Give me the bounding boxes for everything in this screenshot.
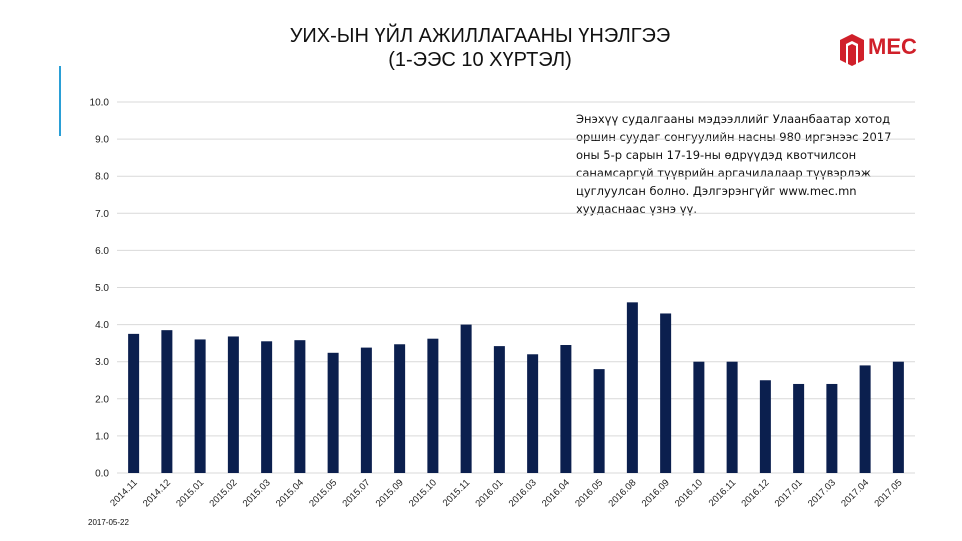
y-tick-label: 4.0 bbox=[95, 320, 109, 331]
x-tick-label: 2017.05 bbox=[872, 477, 904, 509]
bar-2016.08 bbox=[626, 302, 638, 473]
x-tick-label: 2016.05 bbox=[573, 477, 605, 509]
y-tick-label: 3.0 bbox=[95, 357, 109, 368]
x-tick-label: 2015.10 bbox=[407, 477, 439, 509]
bar-2015.11 bbox=[460, 324, 472, 473]
y-tick-label: 1.0 bbox=[95, 431, 109, 442]
x-tick-label: 2016.01 bbox=[473, 477, 505, 509]
y-tick-label: 9.0 bbox=[95, 135, 109, 146]
bar-2016.09 bbox=[660, 313, 672, 473]
y-tick-label: 8.0 bbox=[95, 172, 109, 183]
x-tick-label: 2015.03 bbox=[241, 477, 273, 509]
x-tick-label: 2017.01 bbox=[773, 477, 805, 509]
y-tick-label: 5.0 bbox=[95, 283, 109, 294]
bar-2014.11 bbox=[128, 333, 140, 473]
bar-2016.01 bbox=[493, 346, 505, 473]
x-tick-label: 2016.11 bbox=[707, 477, 739, 509]
date-stamp: 2017-05-22 bbox=[88, 518, 129, 527]
bar-2015.02 bbox=[227, 336, 239, 473]
bar-2015.10 bbox=[427, 338, 439, 473]
bar-2017.01 bbox=[793, 383, 805, 473]
x-tick-label: 2015.01 bbox=[174, 477, 206, 509]
bar-2016.10 bbox=[693, 361, 705, 473]
bar-2017.04 bbox=[859, 365, 871, 473]
x-tick-label: 2015.02 bbox=[207, 477, 239, 509]
x-tick-label: 2016.09 bbox=[640, 477, 672, 509]
x-tick-label: 2016.10 bbox=[673, 477, 705, 509]
x-tick-label: 2015.04 bbox=[274, 477, 306, 509]
bar-2017.03 bbox=[826, 383, 838, 473]
x-tick-label: 2014.11 bbox=[108, 477, 140, 509]
x-tick-label: 2015.09 bbox=[374, 477, 406, 509]
y-tick-label: 10.0 bbox=[90, 98, 110, 109]
y-tick-label: 7.0 bbox=[95, 209, 109, 220]
accent-bar bbox=[59, 66, 61, 136]
bar-2015.07 bbox=[360, 347, 372, 473]
bar-2016.11 bbox=[726, 361, 738, 473]
bar-2014.12 bbox=[161, 330, 173, 473]
x-tick-label: 2014.12 bbox=[141, 477, 173, 509]
x-tick-label: 2015.05 bbox=[307, 477, 339, 509]
bar-2016.04 bbox=[560, 345, 572, 473]
bar-2015.05 bbox=[327, 352, 339, 473]
chart-title-line2: (1-ЭЭС 10 ХҮРТЭЛ) bbox=[388, 49, 572, 71]
x-tick-label: 2016.03 bbox=[507, 477, 539, 509]
x-tick-label: 2016.04 bbox=[540, 477, 572, 509]
x-tick-label: 2017.03 bbox=[806, 477, 838, 509]
x-tick-label: 2017.04 bbox=[839, 477, 871, 509]
survey-note: Энэхүү судалгааны мэдээллийг Улаанбаатар… bbox=[576, 112, 892, 216]
bar-2016.12 bbox=[759, 380, 771, 473]
bar-2016.05 bbox=[593, 369, 605, 473]
bar-2017.05 bbox=[892, 361, 904, 473]
logo-text: MEC bbox=[868, 34, 917, 59]
bar-2015.01 bbox=[194, 339, 206, 473]
x-tick-label: 2015.11 bbox=[441, 477, 473, 509]
bar-2015.04 bbox=[294, 340, 306, 473]
bar-2015.03 bbox=[261, 341, 273, 473]
bar-2015.09 bbox=[394, 344, 406, 473]
y-tick-label: 6.0 bbox=[95, 246, 109, 257]
x-tick-label: 2016.12 bbox=[739, 477, 771, 509]
y-tick-label: 2.0 bbox=[95, 394, 109, 405]
x-tick-label: 2015.07 bbox=[340, 477, 372, 509]
y-tick-label: 0.0 bbox=[95, 469, 109, 480]
x-tick-label: 2016.08 bbox=[606, 477, 638, 509]
chart-title-line1: УИХ-ЫН ҮЙЛ АЖИЛЛАГААНЫ ҮНЭЛГЭЭ bbox=[289, 25, 671, 47]
bar-2016.03 bbox=[527, 354, 539, 473]
mec-logo-icon bbox=[840, 34, 864, 66]
